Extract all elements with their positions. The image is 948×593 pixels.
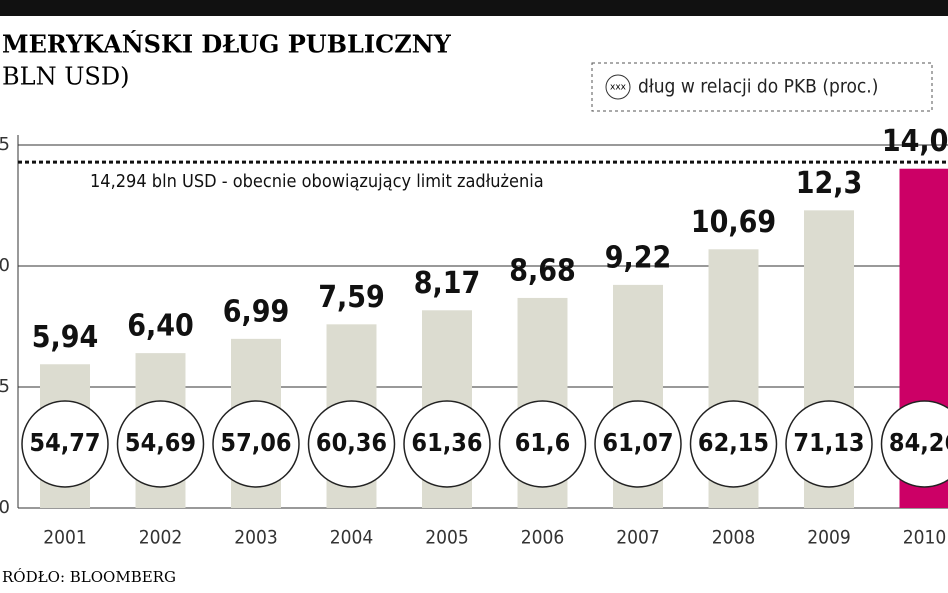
y-tick-label: 5 xyxy=(0,376,10,397)
gdp-circle xyxy=(785,400,873,488)
gdp-circle xyxy=(594,400,682,488)
gdp-circle xyxy=(212,400,300,488)
value-label: 8,68 xyxy=(509,253,576,288)
x-tick-label: 2010 xyxy=(903,527,947,549)
legend-box xyxy=(591,62,933,112)
chart-title: MERYKAŃSKI DŁUG PUBLICZNY xyxy=(2,30,452,59)
x-tick-label: 2006 xyxy=(521,527,565,549)
gdp-circle xyxy=(21,400,109,488)
gdp-circle xyxy=(307,400,396,488)
top-band xyxy=(0,0,948,16)
x-tick-label: 2007 xyxy=(616,527,660,549)
value-label: 8,17 xyxy=(414,266,481,301)
value-label: 6,40 xyxy=(127,309,194,344)
value-label: 7,59 xyxy=(318,280,385,315)
chart-subtitle: BLN USD) xyxy=(2,63,129,91)
gdp-label: 54,69 xyxy=(125,428,196,457)
x-tick-label: 2005 xyxy=(425,527,469,549)
x-tick-label: 2001 xyxy=(43,527,87,549)
legend-symbol-circle xyxy=(605,74,631,100)
x-tick-label: 2004 xyxy=(330,527,374,549)
x-tick-label: 2008 xyxy=(712,527,756,549)
value-label: 10,69 xyxy=(691,205,776,240)
gdp-label: 61,36 xyxy=(411,428,482,457)
value-label: 5,94 xyxy=(32,320,99,355)
gdp-label: 71,13 xyxy=(793,428,864,457)
gdp-label: 61,6 xyxy=(515,428,571,457)
y-tick-label: 0 xyxy=(0,255,10,276)
y-tick-label: 5 xyxy=(0,134,10,155)
y-tick-label: 0 xyxy=(0,497,10,518)
x-tick-label: 2002 xyxy=(139,527,183,549)
gdp-circle xyxy=(880,400,948,488)
gdp-circle xyxy=(689,400,778,488)
x-tick-label: 2003 xyxy=(234,527,278,549)
gdp-circle xyxy=(116,400,205,488)
value-label: 14,02 xyxy=(882,124,948,159)
legend-symbol: xxx xyxy=(610,83,627,93)
value-label: 6,99 xyxy=(223,294,290,329)
gdp-label: 57,06 xyxy=(220,428,291,457)
value-label: 9,22 xyxy=(605,240,672,275)
x-tick-label: 2009 xyxy=(807,527,851,549)
value-label: 12,3 xyxy=(796,166,863,201)
gdp-label: 84,26 xyxy=(889,428,948,457)
gdp-label: 54,77 xyxy=(29,428,100,457)
gdp-label: 61,07 xyxy=(602,428,673,457)
legend-label: dług w relacji do PKB (proc.) xyxy=(638,76,878,98)
limit-label: 14,294 bln USD - obecnie obowiązujący li… xyxy=(90,171,544,192)
gdp-circle xyxy=(498,400,587,488)
gdp-label: 60,36 xyxy=(316,428,387,457)
gdp-label: 62,15 xyxy=(698,428,769,457)
gdp-circle xyxy=(403,400,491,488)
source: RÓDŁO: BLOOMBERG xyxy=(2,568,176,586)
